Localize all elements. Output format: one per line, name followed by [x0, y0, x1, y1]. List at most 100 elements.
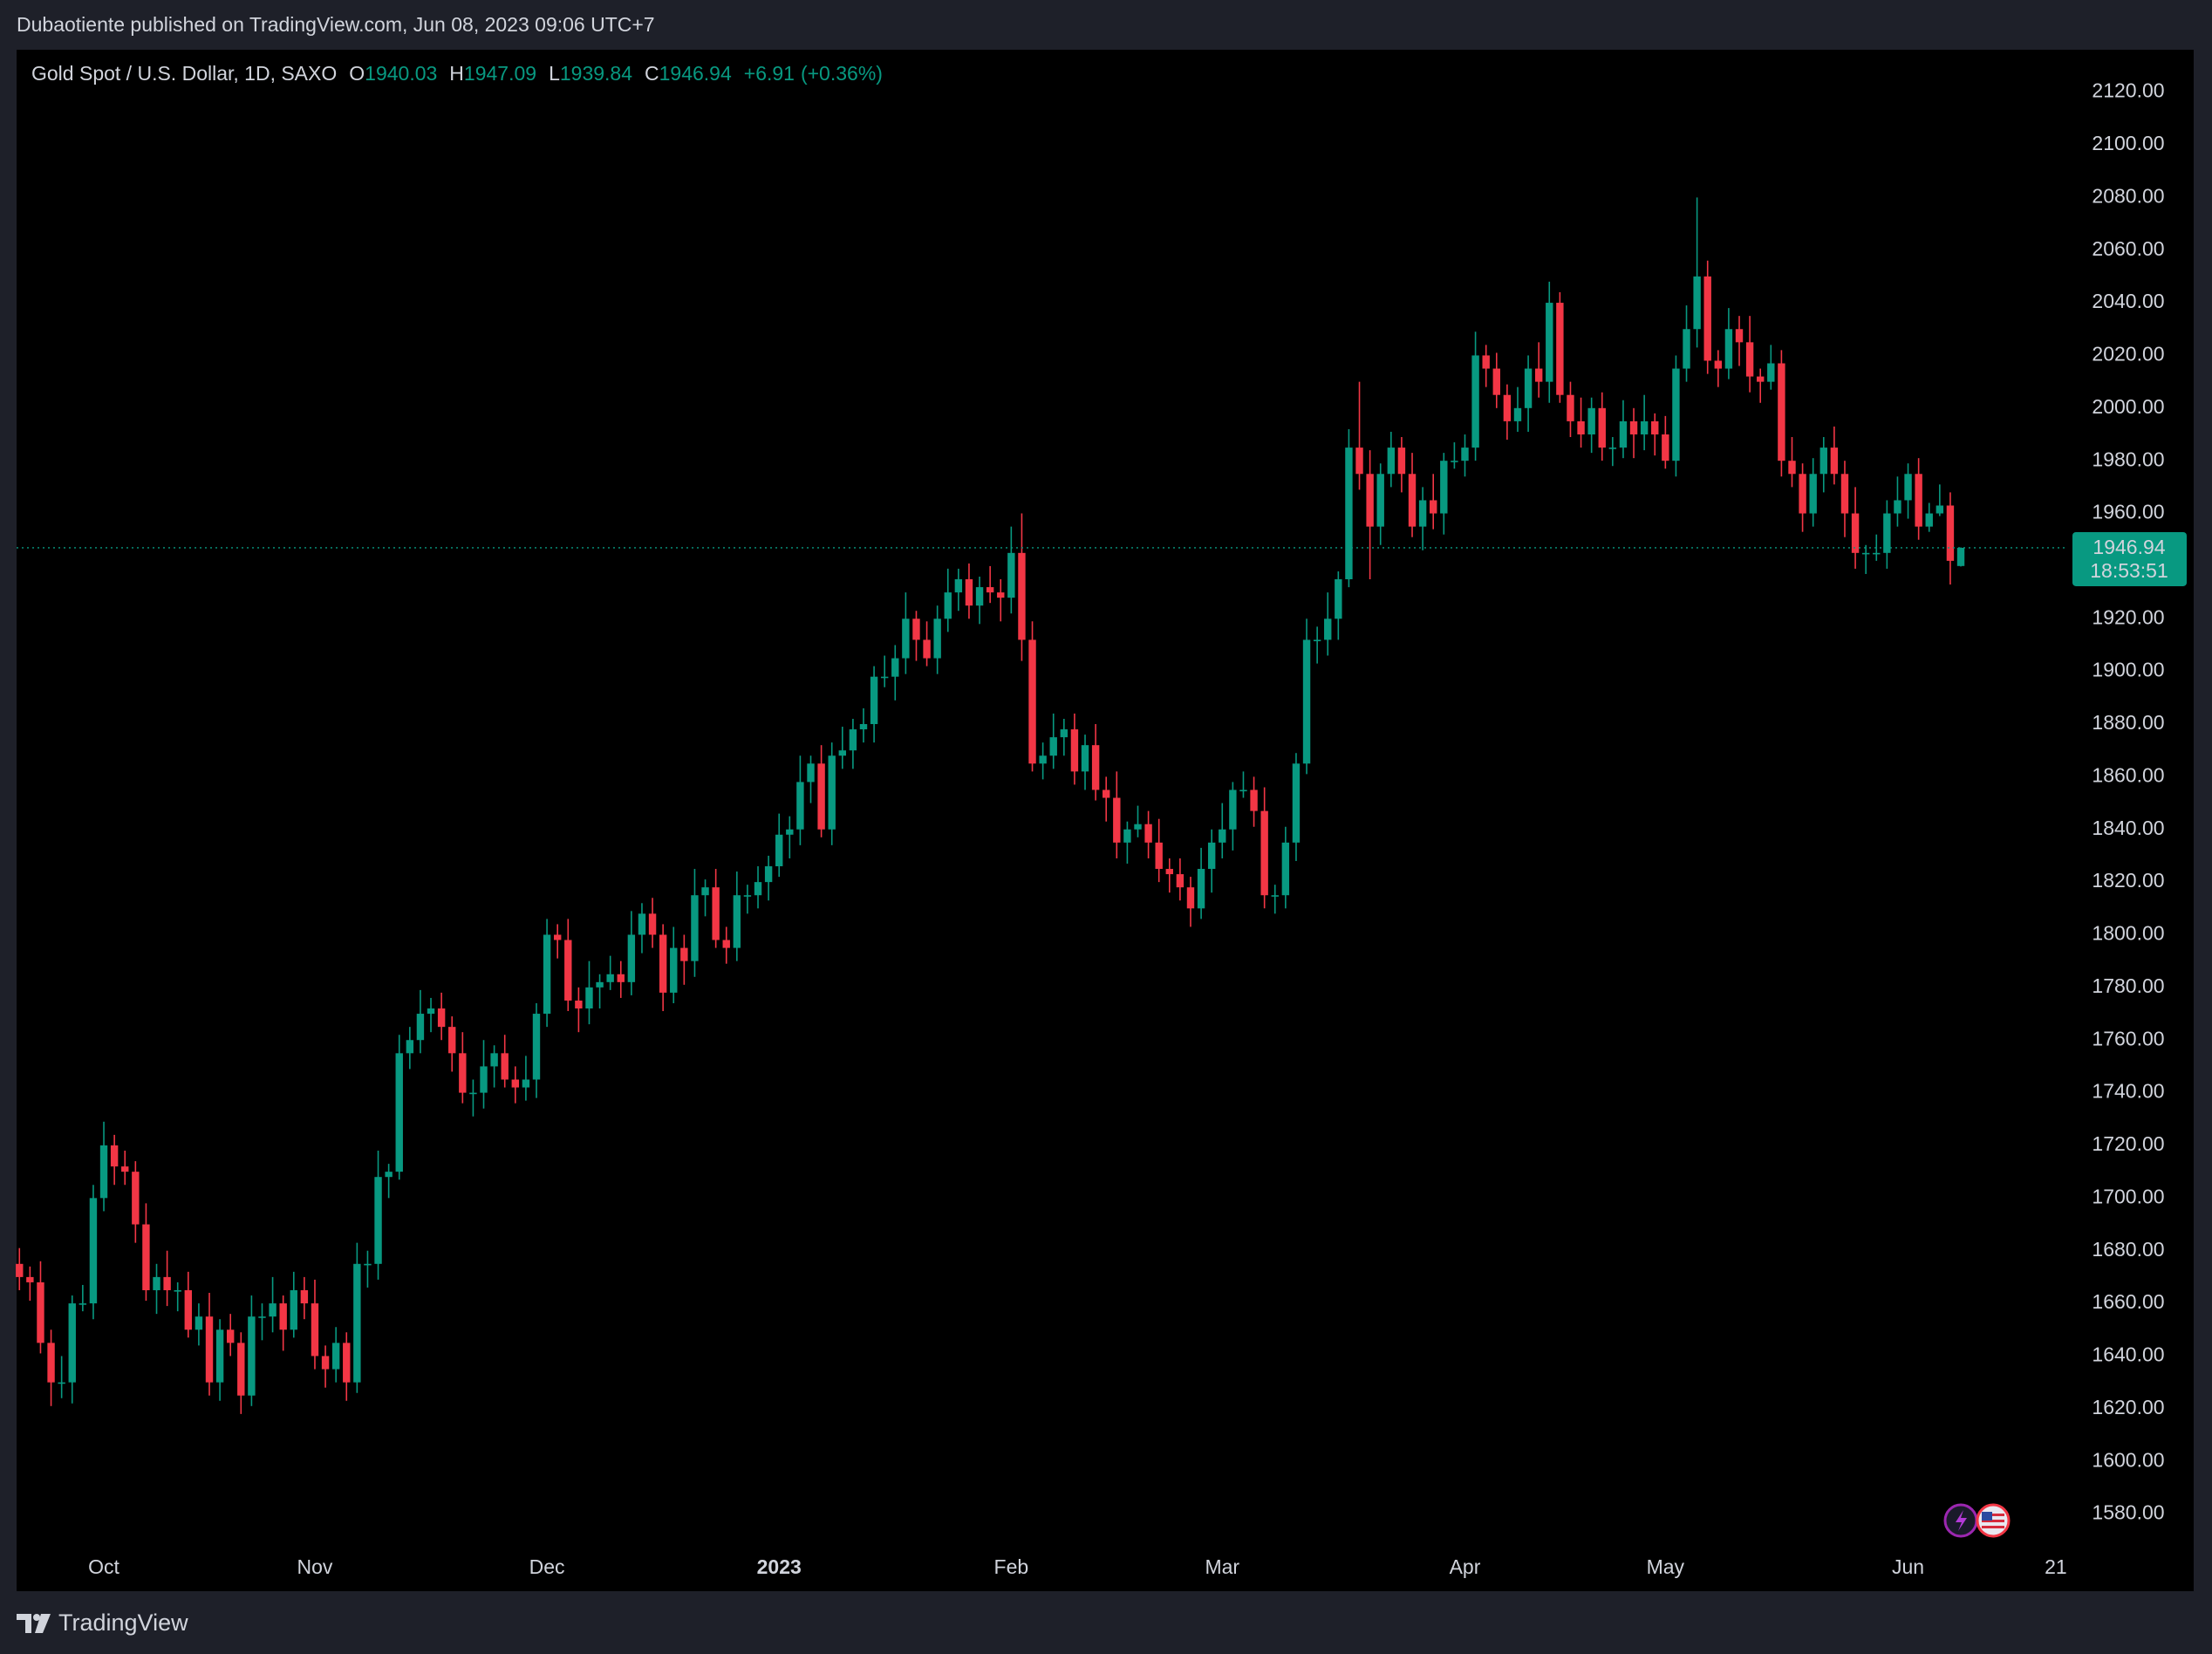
- candle-body: [585, 987, 593, 1009]
- candle-body: [132, 1172, 140, 1225]
- candle-body: [290, 1289, 297, 1330]
- candle-body: [902, 619, 910, 659]
- y-tick-label: 2100.00: [2092, 132, 2164, 154]
- candle-body: [248, 1316, 256, 1396]
- candle-body: [1662, 434, 1669, 461]
- candle-body: [501, 1053, 509, 1080]
- candle-body: [743, 895, 752, 897]
- candle-body: [1534, 368, 1543, 382]
- candle-body: [1176, 874, 1185, 888]
- candle-body: [1408, 474, 1417, 527]
- price-tag-value: 1946.94: [2093, 536, 2165, 558]
- candle-body: [269, 1303, 276, 1317]
- candle-body: [1546, 303, 1553, 382]
- y-tick-label: 2020.00: [2092, 343, 2164, 366]
- candle-body: [1302, 639, 1311, 764]
- candle-body: [1503, 394, 1512, 421]
- candle-body: [1672, 368, 1680, 461]
- candle-body: [184, 1289, 193, 1330]
- x-tick-label: Mar: [1205, 1555, 1239, 1578]
- candle-body: [1397, 448, 1406, 475]
- candle-body: [469, 1092, 477, 1095]
- candle-body: [1925, 513, 1933, 527]
- logo-part: [35, 1614, 51, 1633]
- candle-body: [1598, 407, 1606, 448]
- close-label: C: [645, 62, 659, 85]
- y-tick-label: 2040.00: [2092, 290, 2164, 312]
- candle-body: [1840, 474, 1849, 514]
- candle-body: [1577, 420, 1585, 434]
- candle-body: [1418, 500, 1427, 527]
- candle-body: [1629, 420, 1638, 434]
- candle-body: [575, 1000, 583, 1009]
- x-tick-label: 2023: [757, 1555, 802, 1578]
- candle-body: [1936, 505, 1944, 514]
- candle-body: [880, 676, 889, 679]
- candle-body: [1904, 474, 1912, 501]
- candle-body: [1492, 368, 1500, 395]
- candle-body: [1335, 579, 1342, 619]
- candle-body: [838, 750, 846, 756]
- plot: 1580.00 1600.00 1620.00 1640.00 1660.00 1680.…: [16, 79, 2187, 1578]
- candle-body: [47, 1343, 55, 1383]
- candle-body: [258, 1316, 266, 1318]
- candle-body: [1134, 824, 1142, 830]
- x-tick-label: Dec: [529, 1555, 565, 1578]
- candle-body: [859, 724, 868, 730]
- candle-body: [1165, 869, 1173, 875]
- low-label: L: [549, 62, 560, 85]
- x-tick-label: Oct: [88, 1555, 119, 1578]
- candle-body: [691, 895, 699, 961]
- candle-body: [1229, 789, 1237, 830]
- x-tick-label: 21: [2045, 1555, 2067, 1578]
- legend-line: Gold Spot / U.S. Dollar, 1D, SAXO O1940.0…: [31, 62, 883, 85]
- candle-body: [1313, 639, 1321, 642]
- candle-body: [237, 1343, 245, 1396]
- candle-body: [1703, 276, 1711, 361]
- candle-body: [849, 729, 857, 751]
- y-tick-label: 1760.00: [2092, 1027, 2164, 1049]
- candle-body: [1039, 755, 1047, 764]
- y-tick-label: 2120.00: [2092, 79, 2164, 102]
- candle-body: [174, 1289, 181, 1292]
- candle-body: [1819, 448, 1827, 475]
- candle-body: [1830, 448, 1839, 475]
- candle-body: [1461, 448, 1469, 461]
- candle-body: [311, 1303, 319, 1357]
- candle-body: [670, 947, 678, 993]
- candle-body: [997, 592, 1005, 598]
- y-tick-label: 1640.00: [2092, 1343, 2164, 1366]
- candle-body: [142, 1224, 150, 1290]
- y-tick-label: 1840.00: [2092, 817, 2164, 839]
- candle-body: [965, 579, 973, 606]
- candle-body: [912, 619, 920, 640]
- logo-part: [17, 1614, 31, 1633]
- candle-body: [1619, 420, 1628, 448]
- candle-body: [153, 1276, 160, 1290]
- candle-body: [459, 1053, 467, 1093]
- candle-body: [828, 755, 836, 830]
- candle-body: [986, 587, 994, 593]
- candle-body: [374, 1177, 382, 1264]
- close-value: 1946.94: [659, 62, 732, 85]
- candle-body: [1693, 276, 1701, 330]
- y-tick-label: 1800.00: [2092, 922, 2164, 945]
- candle-body: [511, 1079, 520, 1088]
- candle-body: [722, 940, 730, 948]
- candle-body: [775, 834, 783, 867]
- candle-body: [279, 1303, 287, 1330]
- candle-body: [448, 1027, 456, 1054]
- candle-body: [321, 1356, 330, 1370]
- candle-body: [1524, 368, 1533, 408]
- brand-name: TradingView: [58, 1610, 188, 1636]
- y-tick-label: 1600.00: [2092, 1448, 2164, 1471]
- candle-body: [1724, 329, 1733, 369]
- candle-body: [870, 676, 878, 725]
- candle-body: [712, 887, 720, 940]
- candle-body: [1778, 363, 1785, 461]
- candle-body: [733, 895, 741, 948]
- candle-body: [1123, 829, 1131, 843]
- candle-body: [1956, 547, 1965, 566]
